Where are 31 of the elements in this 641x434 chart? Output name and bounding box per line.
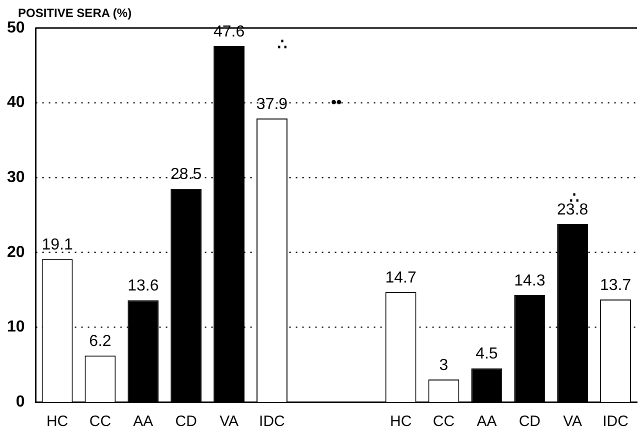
- data-label: 37.9: [256, 96, 288, 113]
- data-label: 19.1: [42, 236, 73, 254]
- x-tick-label: CC: [432, 413, 455, 430]
- x-tick-label: CC: [89, 413, 112, 430]
- x-tick-label: HC: [46, 413, 68, 430]
- y-tick-label: 50: [7, 19, 25, 36]
- y-tick-label: 10: [7, 318, 25, 336]
- data-label: 28.5: [170, 166, 202, 184]
- data-label: 6.2: [89, 333, 112, 350]
- x-tick-label: CD: [175, 413, 198, 430]
- y-tick-label: 20: [7, 244, 25, 261]
- data-label: 13.6: [128, 278, 159, 295]
- data-label: 3: [439, 356, 448, 374]
- x-tick-label: IDC: [259, 413, 286, 430]
- y-tick-label: 30: [7, 169, 25, 186]
- data-label: 4.5: [476, 346, 498, 363]
- data-label: 13.7: [600, 276, 632, 294]
- y-tick-label: 40: [7, 94, 25, 112]
- x-tick-label: IDC: [602, 413, 629, 430]
- annotation: ••: [331, 94, 342, 111]
- annotation: ∴: [278, 36, 288, 53]
- x-tick-label: HC: [390, 413, 412, 430]
- x-tick-label: VA: [220, 413, 238, 430]
- x-tick-label: CD: [518, 413, 541, 430]
- data-label: 14.3: [514, 272, 546, 290]
- y-tick-label: 0: [16, 393, 25, 410]
- x-tick-label: AA: [476, 413, 497, 430]
- x-tick-label: VA: [563, 413, 582, 430]
- data-label: 14.7: [385, 269, 416, 286]
- x-tick-label: AA: [133, 413, 154, 430]
- y-axis-title: POSITIVE SERA (%): [18, 6, 132, 20]
